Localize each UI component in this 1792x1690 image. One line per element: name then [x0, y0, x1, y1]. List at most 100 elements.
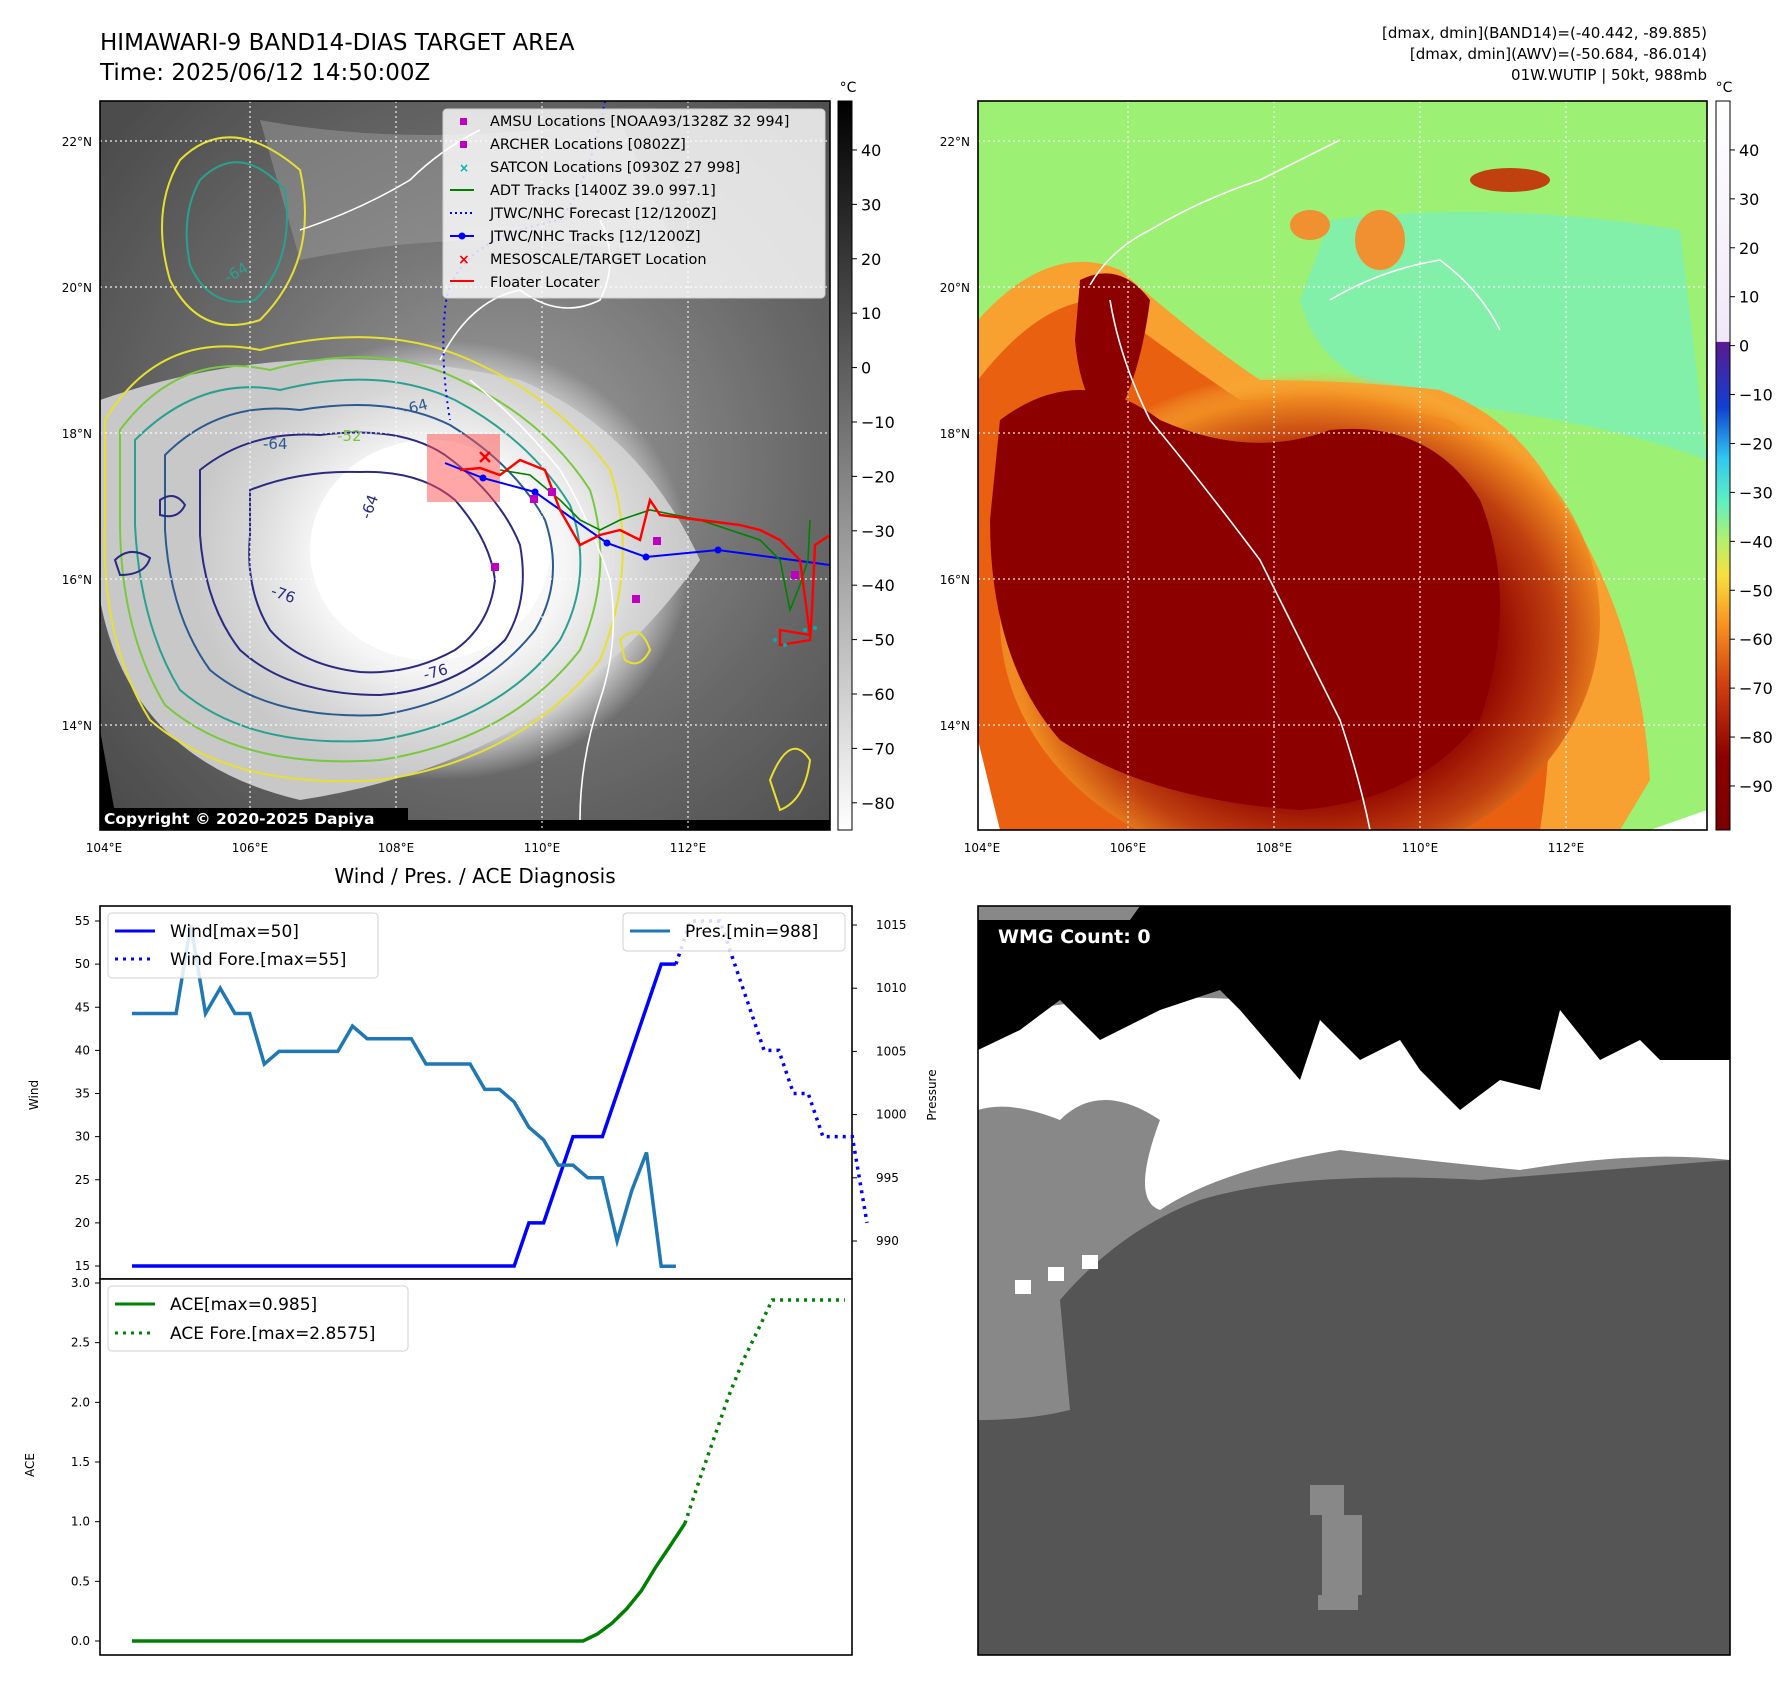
- ace-tick-label: 0.5: [71, 1574, 90, 1588]
- wind-tick-label: 50: [75, 957, 90, 971]
- wind-tick-label: 25: [75, 1173, 90, 1187]
- colorbar-tick-label: 10: [861, 304, 881, 323]
- colorbar-tick-label: −30: [1739, 483, 1773, 502]
- legend-floater: Floater Locater: [490, 275, 599, 291]
- legend-ace: ACE[max=0.985]: [170, 1295, 317, 1315]
- pressure-tick-label: 1010: [876, 981, 907, 995]
- legend-archer: ARCHER Locations [0802Z]: [490, 137, 686, 153]
- wind-tick-label: 35: [75, 1087, 90, 1101]
- ir-map-panel: -64 -64 -64 -76 -76 -64 -52 × × AMSU Loc…: [62, 80, 895, 855]
- awv-map-panel: 22°N 20°N 18°N 16°N 14°N 104°E 106°E 108…: [940, 80, 1773, 855]
- lon-label: 104°E: [964, 841, 1001, 855]
- lat-label: 20°N: [62, 281, 92, 295]
- pressure-series-line: [132, 924, 676, 1269]
- wind-axis-label: Wind: [27, 1080, 41, 1110]
- colorbar-tick-label: −70: [1739, 679, 1773, 698]
- ace-legend: ACE[max=0.985] ACE Fore.[max=2.8575]: [107, 1285, 409, 1352]
- jtwc-track-points: [479, 474, 722, 561]
- lon-label: 108°E: [1256, 841, 1293, 855]
- ace-tick-label: 1.0: [71, 1515, 90, 1529]
- figure-title: HIMAWARI-9 BAND14-DIAS TARGET AREA: [100, 30, 575, 56]
- colorbar-tick-label: −10: [1739, 386, 1773, 405]
- left-colorbar: [837, 100, 853, 831]
- colorbar-tick-label: −30: [861, 522, 895, 541]
- colorbar-tick-label: −60: [1739, 630, 1773, 649]
- colorbar-tick-label: −50: [1739, 581, 1773, 600]
- pres-legend: Pres.[min=988]: [622, 912, 846, 952]
- ace-forecast-line: [683, 1298, 845, 1525]
- pressure-tick-label: 1005: [876, 1044, 907, 1058]
- figure-time: Time: 2025/06/12 14:50:00Z: [99, 60, 430, 86]
- lon-label: 110°E: [1402, 841, 1439, 855]
- lon-label: 106°E: [232, 841, 269, 855]
- wind-pres-panel: 55 50 45 40 35 30 25 20 15 1015 1010 1005 1000 995 990…: [27, 905, 939, 1280]
- lon-label: 110°E: [524, 841, 561, 855]
- legend-jtwc-tracks: JTWC/NHC Tracks [12/1200Z]: [489, 229, 701, 245]
- wind-tick-label: 20: [75, 1216, 90, 1230]
- colorbar-tick-label: 0: [1739, 337, 1749, 356]
- ace-panel: 3.0 2.5 2.0 1.5 1.0 0.5 0.0 ACE ACE[max=0.985]…: [23, 1276, 853, 1656]
- ir-contours: [103, 136, 812, 812]
- left-colorbar-ticks: 40 30 20 10 0 −10 −20 −30 −40 −50 −60 −70 −80: [852, 141, 895, 813]
- legend-satcon: SATCON Locations [0930Z 27 998]: [490, 160, 740, 176]
- svg-text:×: ×: [458, 252, 470, 268]
- legend-wind-fore: Wind Fore.[max=55]: [170, 950, 346, 970]
- wind-tick-label: 45: [75, 1000, 90, 1014]
- legend-jtwc-forecast: JTWC/NHC Forecast [12/1200Z]: [489, 206, 716, 222]
- colorbar-tick-label: −10: [861, 413, 895, 432]
- wmg-count-badge: WMG Count: 0: [998, 926, 1151, 948]
- header-band14-range: [dmax, dmin](BAND14)=(-40.442, -89.885): [1382, 24, 1707, 42]
- legend-wind: Wind[max=50]: [170, 922, 299, 942]
- header-awv-range: [dmax, dmin](AWV)=(-50.684, -86.014): [1410, 45, 1707, 63]
- colorbar-tick-label: 20: [1739, 239, 1759, 258]
- pressure-axis-label: Pressure: [925, 1069, 939, 1120]
- svg-text:×: ×: [459, 161, 469, 175]
- colorbar-tick-label: 40: [1739, 141, 1759, 160]
- legend-amsu: AMSU Locations [NOAA93/1328Z 32 994]: [490, 114, 789, 130]
- wmg-panel: WMG Count: 0: [977, 905, 1731, 1656]
- lat-label: 22°N: [62, 135, 92, 149]
- diag-title: Wind / Pres. / ACE Diagnosis: [334, 864, 615, 888]
- colorbar-tick-label: −50: [861, 631, 895, 650]
- adt-track: [499, 469, 811, 613]
- satcon-markers: [773, 626, 817, 647]
- pressure-tick-label: 990: [876, 1234, 899, 1248]
- ace-tick-label: 3.0: [71, 1276, 90, 1290]
- wind-tick-label: 40: [75, 1043, 90, 1057]
- awv-gridlines: [978, 101, 1707, 830]
- contour-label: -64: [263, 435, 288, 453]
- ace-axis-label: ACE: [23, 1453, 37, 1477]
- awv-coastline: [1089, 139, 1501, 830]
- copyright-label: Copyright © 2020-2025 Dapiya: [104, 810, 374, 828]
- colorbar-tick-label: −40: [1739, 532, 1773, 551]
- legend-pres: Pres.[min=988]: [685, 922, 818, 942]
- colorbar-tick-label: −80: [861, 794, 895, 813]
- ace-tick-label: 2.0: [71, 1395, 90, 1409]
- colorbar-tick-label: 20: [861, 250, 881, 269]
- pressure-tick-label: 1000: [876, 1108, 907, 1122]
- ace-tick-label: 1.5: [71, 1455, 90, 1469]
- contour-label: -52: [337, 427, 362, 445]
- target-location-marker: [479, 451, 491, 463]
- colorbar-tick-label: −20: [1739, 434, 1773, 453]
- pressure-tick-label: 995: [876, 1171, 899, 1185]
- colorbar-tick-label: −20: [861, 467, 895, 486]
- lon-label: 108°E: [378, 841, 415, 855]
- colorbar-tick-label: −40: [861, 576, 895, 595]
- colorbar-tick-label: −90: [1739, 777, 1773, 796]
- contour-label: -64: [401, 395, 429, 419]
- legend-adt: ADT Tracks [1400Z 39.0 997.1]: [490, 183, 716, 199]
- right-colorbar: [1715, 100, 1731, 831]
- lat-label: 16°N: [62, 573, 92, 587]
- map-legend: × × AMSU Locations [NOAA93/1328Z 32 994]…: [442, 108, 826, 299]
- lon-label: 112°E: [670, 841, 707, 855]
- header-storm-info: 01W.WUTIP | 50kt, 988mb: [1511, 66, 1707, 84]
- wind-tick-label: 55: [75, 914, 90, 928]
- lat-label: 18°N: [62, 427, 92, 441]
- right-colorbar-unit: °C: [1716, 80, 1733, 96]
- right-colorbar-ticks: 40 30 20 10 0 −10 −20 −30 −40 −50 −60 −70 −80 −90: [1730, 141, 1773, 796]
- colorbar-tick-label: −60: [861, 685, 895, 704]
- contour-label: -76: [421, 660, 449, 684]
- ace-tick-label: 0.0: [71, 1634, 90, 1648]
- legend-target: MESOSCALE/TARGET Location: [490, 252, 707, 268]
